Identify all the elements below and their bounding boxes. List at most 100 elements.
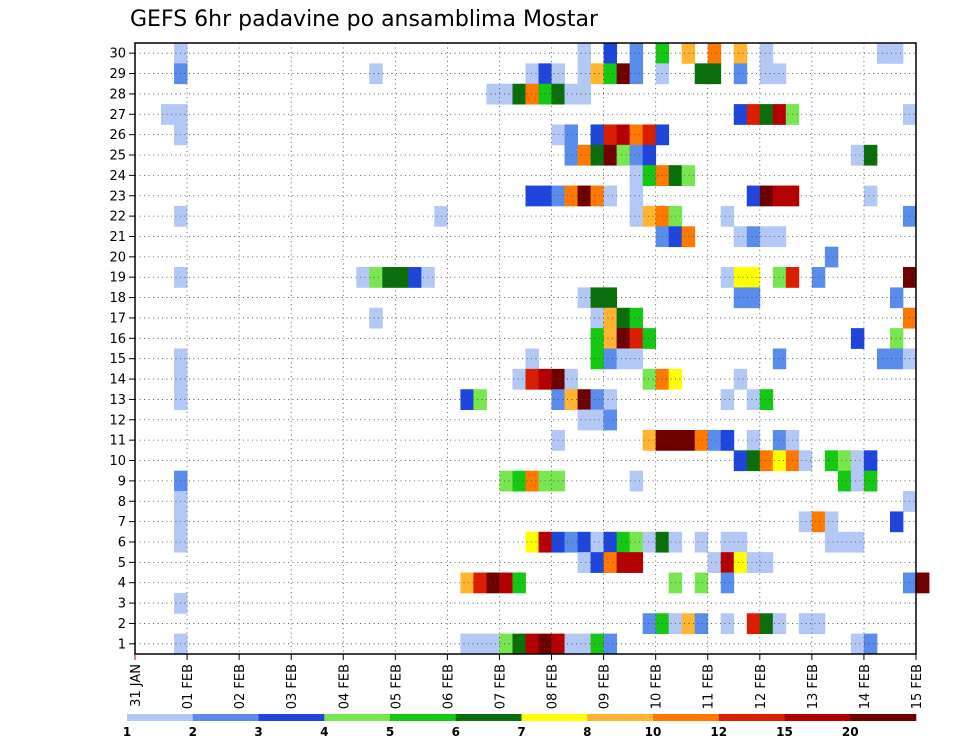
heatmap-cell xyxy=(772,185,787,207)
heatmap-cell xyxy=(694,613,709,635)
heatmap-cell xyxy=(629,552,644,573)
heatmap-cell xyxy=(564,185,578,207)
heatmap-cell xyxy=(720,429,735,451)
heatmap-cell xyxy=(460,389,474,410)
y-tick-label: 24 xyxy=(109,169,126,184)
colorbar-swatch xyxy=(850,714,917,721)
heatmap-cell xyxy=(577,287,591,309)
heatmap-cell xyxy=(473,389,487,410)
heatmap-cell xyxy=(499,83,513,105)
heatmap-cell xyxy=(720,552,735,573)
heatmap-cell xyxy=(577,43,591,64)
heatmap-cell xyxy=(746,185,761,207)
colorbar-swatch xyxy=(192,714,259,721)
heatmap-cell xyxy=(603,552,618,573)
heatmap-cell xyxy=(772,104,787,125)
colorbar-swatch xyxy=(324,714,391,721)
heatmap-cell xyxy=(733,63,748,85)
heatmap-cell xyxy=(629,205,644,227)
colorbar-label: 3 xyxy=(254,725,262,739)
heatmap-cell xyxy=(499,470,513,492)
heatmap-cell xyxy=(603,287,618,309)
heatmap-cell xyxy=(616,328,631,349)
heatmap-cell xyxy=(759,43,774,64)
heatmap-cell xyxy=(733,226,748,248)
heatmap-cell xyxy=(759,613,774,635)
heatmap-cell xyxy=(694,572,709,594)
y-tick-label: 9 xyxy=(118,474,126,489)
heatmap-cell xyxy=(850,470,865,492)
heatmap-cell xyxy=(616,552,631,573)
x-tick-label: 14 FEB xyxy=(858,664,873,709)
heatmap-cell xyxy=(629,328,644,349)
heatmap-cell xyxy=(590,287,604,309)
heatmap-cell xyxy=(590,552,604,573)
heatmap-cell xyxy=(512,83,526,105)
heatmap-cell xyxy=(772,429,787,451)
heatmap-cell xyxy=(577,531,591,553)
heatmap-cell xyxy=(395,267,409,288)
colorbar-label: 10 xyxy=(645,725,662,739)
colorbar-swatch xyxy=(258,714,325,721)
plot-frame xyxy=(134,42,917,655)
heatmap-cell xyxy=(525,83,539,105)
heatmap-cell xyxy=(876,43,891,64)
colorbar-label: 5 xyxy=(386,725,394,739)
x-axis: 31 JAN 01 FEB 02 FEB 03 FEB 04 FEB 05 FEB 06 F… xyxy=(129,654,925,709)
heatmap-cell xyxy=(720,389,735,410)
heatmap-cell xyxy=(733,104,748,125)
colorbar-label: 20 xyxy=(842,725,859,739)
heatmap-cell xyxy=(772,450,787,472)
colorbar-label: 7 xyxy=(517,725,525,739)
heatmap-cell xyxy=(746,389,761,410)
heatmap-cell xyxy=(642,144,657,166)
heatmap-cell xyxy=(603,43,618,64)
y-tick-label: 13 xyxy=(109,393,126,408)
heatmap-cell xyxy=(603,531,618,553)
heatmap-cell xyxy=(863,185,878,207)
y-tick-label: 16 xyxy=(109,332,126,347)
cells-layer xyxy=(161,43,930,655)
heatmap-cell xyxy=(824,531,839,553)
heatmap-cell xyxy=(590,185,604,207)
colorbar-label: 1 xyxy=(123,725,131,739)
heatmap-cell xyxy=(499,572,513,594)
y-tick-label: 27 xyxy=(109,108,126,123)
heatmap-cell xyxy=(850,450,865,472)
heatmap-cell xyxy=(486,83,500,105)
y-tick-label: 5 xyxy=(118,556,126,571)
heatmap-cell xyxy=(733,287,748,309)
heatmap-cell xyxy=(733,450,748,472)
y-tick-label: 8 xyxy=(118,495,126,510)
heatmap-cell xyxy=(460,633,474,655)
y-tick-label: 1 xyxy=(118,637,126,652)
x-tick-label: 02 FEB xyxy=(233,664,248,709)
heatmap-cell xyxy=(590,63,604,85)
heatmap-cell xyxy=(746,287,761,309)
heatmap-cell xyxy=(642,531,657,553)
heatmap-cell xyxy=(603,185,618,207)
heatmap-cell xyxy=(850,531,865,553)
grid-layer xyxy=(135,43,916,654)
heatmap-cell xyxy=(707,552,722,573)
heatmap-cell xyxy=(759,63,774,85)
heatmap-cell xyxy=(564,389,578,410)
heatmap-cell xyxy=(811,267,826,288)
y-tick-label: 28 xyxy=(109,87,126,102)
heatmap-cell xyxy=(486,572,500,594)
y-tick-label: 11 xyxy=(109,434,126,449)
heatmap-cell xyxy=(759,552,774,573)
heatmap-cell xyxy=(616,348,631,370)
heatmap-cell xyxy=(590,328,604,349)
heatmap-cell xyxy=(746,450,761,472)
heatmap-cell xyxy=(642,613,657,635)
heatmap-cell xyxy=(733,267,748,288)
heatmap-cell xyxy=(603,307,618,329)
heatmap-cell xyxy=(772,226,787,248)
heatmap-cell xyxy=(629,348,644,370)
heatmap-cell xyxy=(473,633,487,655)
heatmap-cell xyxy=(824,246,839,268)
colorbar-swatch xyxy=(587,714,654,721)
heatmap-cell xyxy=(811,613,826,635)
heatmap-cell xyxy=(733,531,748,553)
